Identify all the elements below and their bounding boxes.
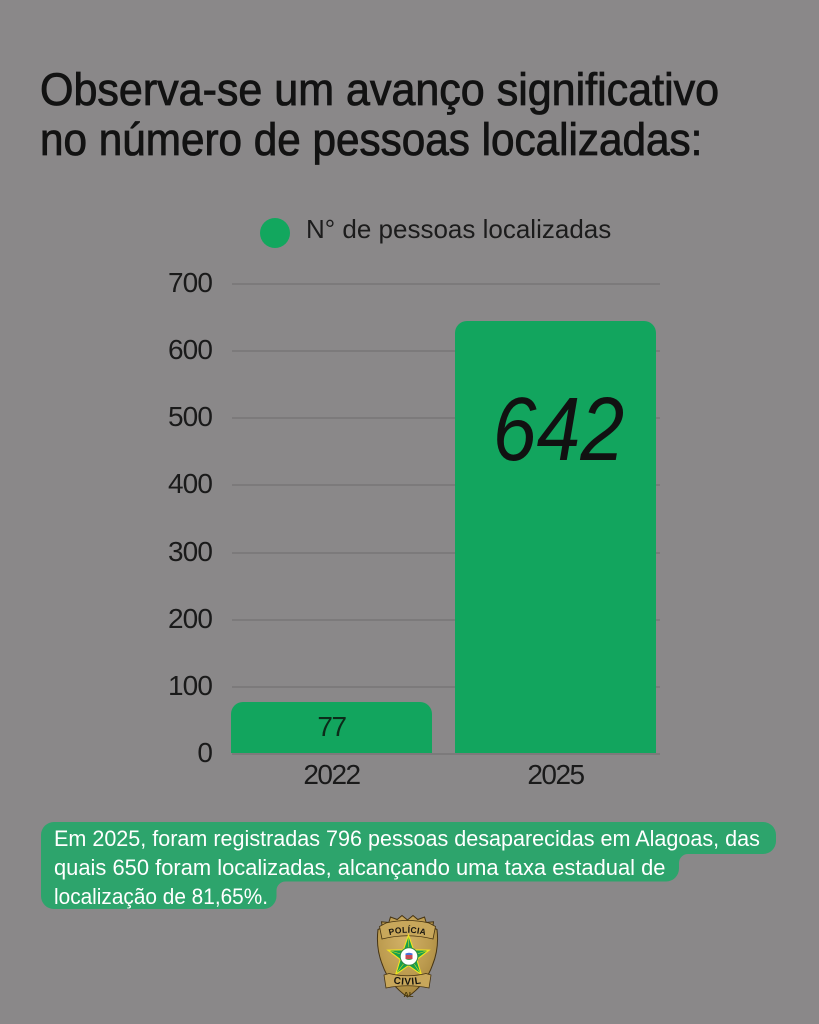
svg-text:CIVIL: CIVIL: [393, 975, 422, 987]
svg-text:AL: AL: [404, 990, 414, 998]
